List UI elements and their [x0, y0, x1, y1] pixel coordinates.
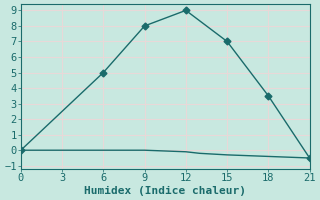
X-axis label: Humidex (Indice chaleur): Humidex (Indice chaleur) — [84, 186, 246, 196]
